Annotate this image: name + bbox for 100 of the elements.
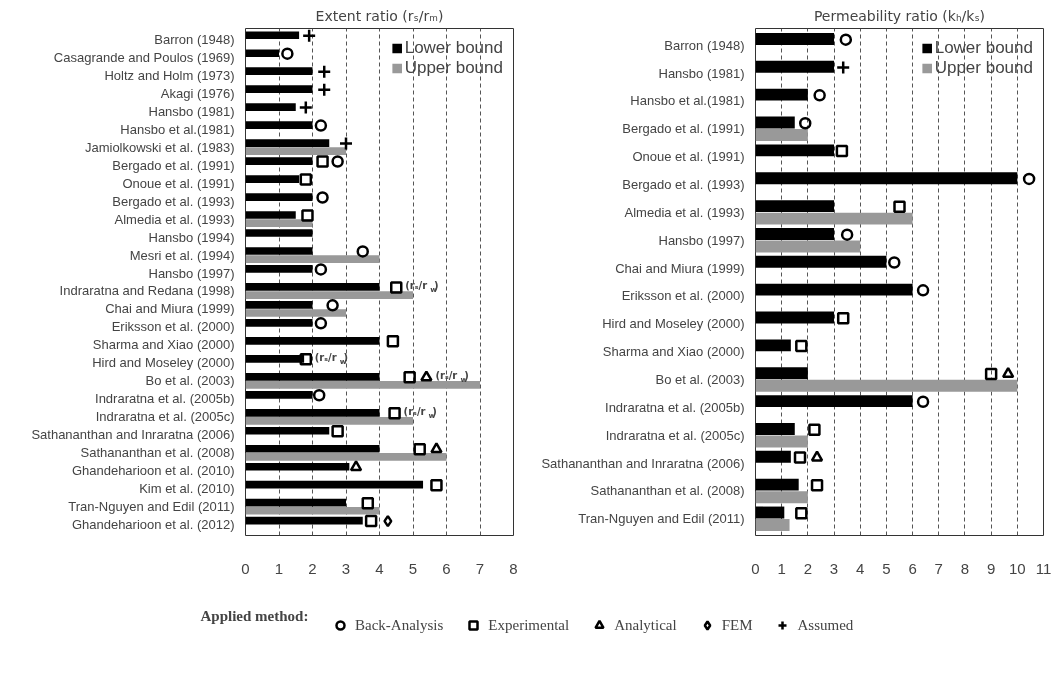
bar [755, 506, 785, 519]
bar [755, 379, 1018, 392]
y-tick-label: Almedia et al. (1993) [114, 211, 235, 227]
point [281, 47, 294, 60]
y-tick-label: Bergado et al. (1991) [112, 157, 235, 173]
point [916, 284, 930, 297]
bar [245, 319, 313, 327]
point [301, 209, 314, 222]
bar [755, 116, 795, 129]
bar [245, 67, 313, 76]
point [799, 116, 812, 130]
point [813, 89, 826, 102]
y-tick-label: Tran-Nguyen and Edil (2011) [578, 511, 745, 527]
y-tick-label: Sathananthan and Inraratna (2006) [541, 455, 745, 471]
legend-label: Assumed [797, 616, 854, 634]
point [314, 119, 328, 132]
point [916, 395, 930, 409]
point [430, 442, 443, 454]
bar [245, 453, 447, 461]
point [299, 173, 313, 186]
bar [245, 480, 424, 489]
point [403, 371, 416, 384]
point [331, 155, 344, 168]
y-tick-label: Indraratna et al. (2005b) [95, 391, 235, 407]
point [301, 28, 317, 43]
bar [245, 337, 380, 345]
y-tick-label: Hansbo (1994) [148, 229, 235, 245]
x-tick-label: 0 [751, 559, 760, 577]
bar [755, 519, 790, 532]
bar [245, 121, 313, 129]
point [888, 256, 901, 269]
chart-title: Extent ratio (rₛ/rₘ) [315, 7, 444, 24]
y-tick-label: Jamiolkowski et al. (1983) [84, 139, 235, 155]
bar [245, 301, 313, 309]
y-tick-label: Sharma and Xiao (2000) [602, 344, 745, 360]
bar [245, 265, 313, 273]
y-tick-label: Hansbo (1997) [148, 265, 235, 281]
legend-label: Upper bound [934, 58, 1033, 78]
legend-label: Experimental [488, 616, 570, 634]
point [356, 245, 369, 258]
bar [245, 229, 313, 237]
y-tick-label: Bergado et al. (1991) [622, 121, 745, 137]
bar [755, 435, 808, 448]
bar [245, 193, 313, 201]
point [893, 200, 906, 214]
point [298, 100, 314, 115]
bar [245, 291, 413, 299]
y-tick-label: Eriksson et al. (2000) [111, 319, 235, 335]
bar [755, 478, 799, 491]
bar [755, 227, 835, 240]
y-tick-label: Chai and Miura (1999) [105, 301, 235, 317]
y-tick-label: Bergado et al. (1993) [112, 193, 235, 209]
point [316, 191, 329, 204]
point [316, 64, 332, 79]
y-tick-label: Indraratna et al. (2005c) [605, 427, 745, 443]
bar [755, 144, 835, 157]
x-tick-label: 4 [856, 559, 865, 577]
point [388, 406, 401, 420]
legend-label: Analytical [614, 616, 677, 634]
x-tick-label: 9 [986, 559, 996, 577]
y-tick-label: Onoue et al. (1991) [122, 175, 235, 191]
x-tick-label: 3 [829, 559, 839, 577]
y-tick-label: Barron (1948) [664, 37, 745, 53]
point [835, 144, 849, 158]
point [390, 281, 403, 294]
y-tick-label: Chai and Miura (1999) [615, 260, 745, 276]
point [840, 228, 854, 241]
point [839, 33, 853, 46]
point [984, 367, 998, 381]
legend-label: Lower bound [934, 38, 1033, 58]
bar [245, 372, 380, 381]
x-tick-label: 2 [803, 559, 813, 577]
bar [245, 49, 279, 58]
bar [755, 200, 835, 213]
point [835, 60, 851, 75]
y-tick-label: Bergado et al. (1993) [622, 177, 745, 192]
x-tick-label: 4 [375, 559, 384, 577]
x-tick-label: 0 [241, 559, 250, 577]
point [430, 478, 443, 492]
bar [245, 309, 346, 317]
bar [245, 426, 330, 435]
legend-label: FEM [721, 616, 753, 634]
x-tick-label: 8 [509, 559, 518, 577]
bar [245, 283, 380, 291]
point [836, 311, 850, 325]
point [420, 370, 433, 382]
point [338, 136, 354, 151]
point [413, 442, 426, 456]
point [1022, 172, 1036, 186]
y-tick-label: Indraratna et al. (2005c) [95, 409, 235, 425]
point [383, 514, 393, 528]
y-tick-label: Kim et al. (2010) [139, 481, 235, 497]
y-tick-label: Eriksson et al. (2000) [621, 288, 745, 304]
bar [245, 147, 346, 156]
bar [755, 283, 913, 296]
x-tick-label: 3 [341, 559, 351, 577]
bar [755, 450, 791, 463]
x-tick-label: 8 [960, 559, 970, 577]
bar [755, 32, 835, 45]
bar [755, 60, 835, 73]
